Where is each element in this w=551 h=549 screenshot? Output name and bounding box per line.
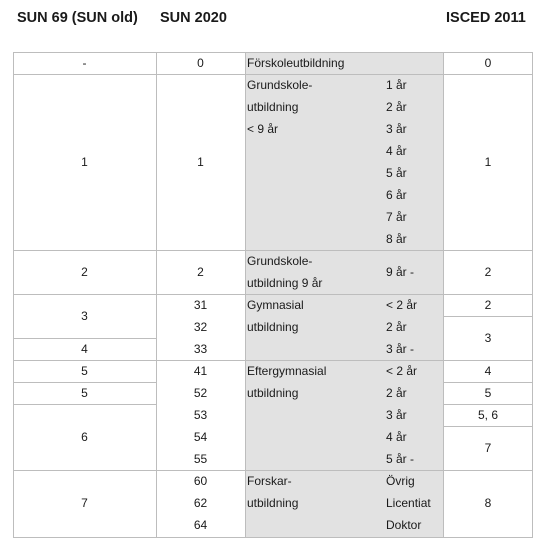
row-divider <box>13 360 533 361</box>
row-divider-isced <box>443 426 533 427</box>
row-divider-isced <box>443 404 533 405</box>
level-entry: 6 år <box>386 188 407 202</box>
row-divider-sun69 <box>13 382 156 383</box>
label-forskarutbildning: Forskar- <box>247 474 292 488</box>
label-grundskola: Grundskole- <box>247 78 313 92</box>
isced-cell: 0 <box>484 56 492 70</box>
level-entry: 3 år <box>386 408 407 422</box>
isced-cell: 2 <box>484 298 492 312</box>
label-forskoleutbildning: Förskoleutbildning <box>247 56 345 70</box>
label-grundskola: < 9 år <box>247 122 279 136</box>
sun2020-cell: 2 <box>197 265 204 279</box>
label-gymnasial: Gymnasial <box>247 298 304 312</box>
sun2020-cell: 31 <box>193 298 208 312</box>
row-divider <box>13 470 533 471</box>
row-divider <box>13 52 533 53</box>
header-sun69: SUN 69 (SUN old) <box>17 10 138 26</box>
level-entry: 2 år <box>386 386 407 400</box>
table-border-right <box>532 52 533 538</box>
level-entry: Licentiat <box>386 496 431 510</box>
row-divider-isced <box>443 382 533 383</box>
level-entry: 8 år <box>386 232 407 246</box>
label-forskarutbildning: utbildning <box>247 496 299 510</box>
sun69-cell: 1 <box>81 155 88 169</box>
sun69-cell: 5 <box>81 386 88 400</box>
row-divider-sun69 <box>13 404 156 405</box>
label-grundskola: utbildning <box>247 100 299 114</box>
level-entry: Doktor <box>386 518 422 532</box>
level-entry: < 2 år <box>386 364 418 378</box>
isced-cell: 5 <box>484 386 492 400</box>
level-entry: 1 år <box>386 78 407 92</box>
sun69-cell: 6 <box>81 430 88 444</box>
sun2020-cell: 32 <box>193 320 208 334</box>
sun2020-cell: 55 <box>193 452 208 466</box>
column-divider-1 <box>156 52 157 538</box>
column-divider-3 <box>443 52 444 538</box>
column-divider-2 <box>245 52 246 538</box>
sun69-cell: 7 <box>81 496 88 510</box>
label-eftergymnasial: utbildning <box>247 386 299 400</box>
table-border-bottom <box>13 537 533 538</box>
sun2020-cell: 53 <box>193 408 208 422</box>
isced-cell: 2 <box>484 265 492 279</box>
isced-cell: 7 <box>484 441 492 455</box>
label-eftergymnasial: Eftergymnasial <box>247 364 327 378</box>
table-border-left <box>13 52 14 538</box>
level-entry: 5 år - <box>386 452 415 466</box>
label-grundskola-9: Grundskole- <box>247 254 313 268</box>
sun69-cell: 5 <box>81 364 88 378</box>
isced-cell: 5, 6 <box>477 408 498 422</box>
level-entry: 5 år <box>386 166 407 180</box>
sun2020-cell: 41 <box>193 364 208 378</box>
sun69-cell: 3 <box>81 309 88 323</box>
row-divider <box>13 74 533 75</box>
sun2020-cell: 64 <box>193 518 208 532</box>
isced-cell: 8 <box>484 496 492 510</box>
sun2020-cell: 54 <box>193 430 208 444</box>
sun2020-cell: 62 <box>193 496 208 510</box>
level-entry: 4 år <box>386 430 407 444</box>
sun2020-cell: 0 <box>197 56 204 70</box>
isced-cell: 1 <box>484 155 492 169</box>
sun69-cell: - <box>82 56 87 70</box>
header-sun2020: SUN 2020 <box>160 10 227 26</box>
sun69-cell: 4 <box>81 342 88 356</box>
classification-table: - 1 2 3 4 5 5 6 7 0 1 2 31 32 33 41 52 5… <box>13 52 533 538</box>
level-entry: Övrig <box>386 474 415 488</box>
sun2020-cell: 1 <box>197 155 204 169</box>
sun2020-cell: 60 <box>193 474 208 488</box>
row-divider-isced <box>443 316 533 317</box>
row-divider <box>13 250 533 251</box>
level-entry: 3 år <box>386 122 407 136</box>
row-divider-sun69 <box>13 338 156 339</box>
level-entry: 3 år - <box>386 342 415 356</box>
level-entry: 4 år <box>386 144 407 158</box>
sun2020-cell: 33 <box>193 342 208 356</box>
level-entry: 9 år - <box>386 265 415 279</box>
header-isced: ISCED 2011 <box>446 10 526 26</box>
label-grundskola-9: utbildning 9 år <box>247 276 323 290</box>
level-entry: 2 år <box>386 320 407 334</box>
isced-cell: 3 <box>484 331 492 345</box>
sun2020-cell: 52 <box>193 386 208 400</box>
isced-cell: 4 <box>484 364 492 378</box>
label-gymnasial: utbildning <box>247 320 299 334</box>
description-column-shading <box>245 52 443 538</box>
row-divider <box>13 294 533 295</box>
level-entry: < 2 år <box>386 298 418 312</box>
level-entry: 7 år <box>386 210 407 224</box>
sun69-cell: 2 <box>81 265 88 279</box>
level-entry: 2 år <box>386 100 407 114</box>
